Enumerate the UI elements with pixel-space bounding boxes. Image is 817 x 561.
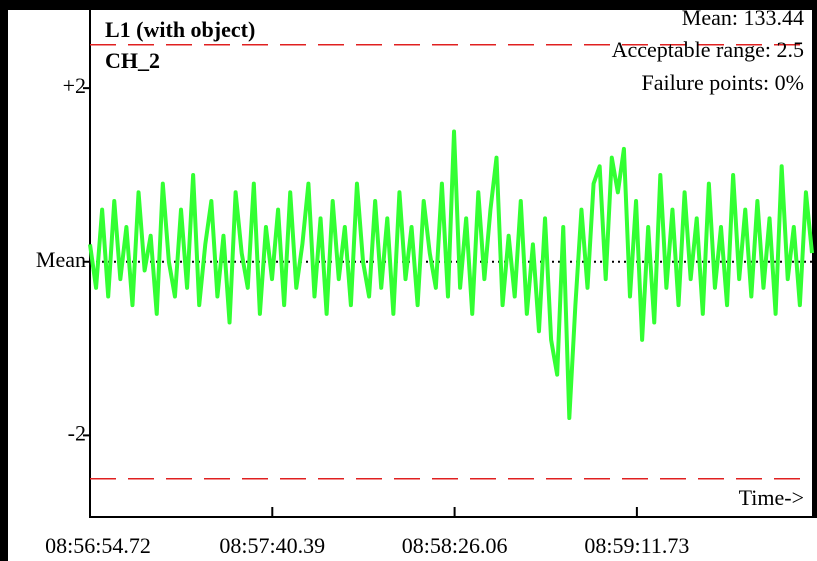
x-tick-label: 08:59:11.73: [584, 533, 689, 558]
chart-subtitle: CH_2: [105, 48, 160, 73]
annotation: Failure points: 0%: [641, 70, 804, 95]
x-axis-label: Time->: [739, 485, 804, 510]
top-bar: [0, 0, 817, 10]
y-tick-label: +2: [63, 73, 86, 98]
x-tick-label: 08:56:54.72: [45, 533, 151, 558]
y-tick-label: -2: [68, 420, 86, 445]
series-line: [88, 129, 814, 421]
x-tick-label: 08:58:26.06: [402, 533, 508, 558]
chart-title: L1 (with object): [105, 17, 255, 42]
annotation: Acceptable range: 2.5: [612, 37, 804, 62]
plot: [88, 43, 814, 480]
right-bar: [812, 0, 817, 518]
annotation: Mean: 133.44: [682, 5, 804, 30]
y-tick-label: Mean: [36, 247, 86, 272]
x-tick-label: 08:57:40.39: [219, 533, 325, 558]
left-bar: [0, 0, 8, 561]
